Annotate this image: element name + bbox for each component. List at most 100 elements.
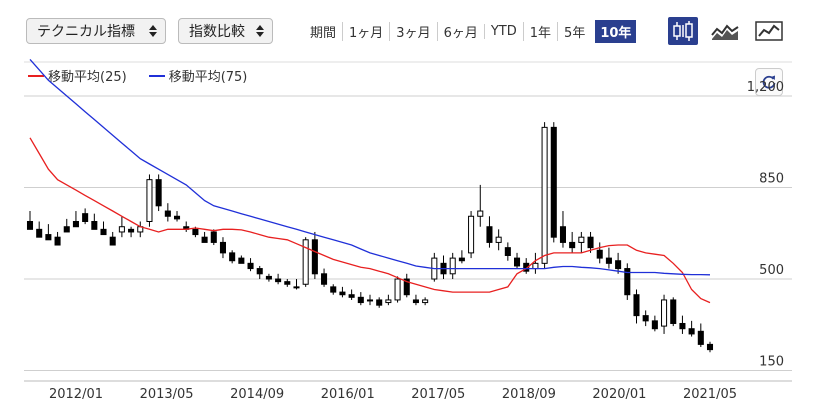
candle-body — [54, 236, 61, 246]
y-tick-label: 850 — [759, 172, 784, 187]
candle-body — [458, 257, 465, 262]
candle-body — [651, 320, 658, 330]
x-tick-label: 2014/09 — [230, 387, 284, 402]
period-1y[interactable]: 1年 — [522, 21, 557, 41]
candle-body — [256, 268, 263, 275]
y-tick-label: 1,200 — [747, 80, 784, 95]
period-ytd[interactable]: YTD — [483, 23, 523, 39]
candle-body — [468, 215, 475, 254]
candle-body — [63, 226, 70, 233]
candle-body — [330, 286, 337, 293]
candle-body — [559, 226, 566, 243]
candle-body — [422, 299, 429, 304]
candle-body — [661, 299, 668, 327]
period-selector: 期間 1ヶ月 3ヶ月 6ヶ月 YTD 1年 5年 10年 — [306, 19, 637, 43]
candle-body — [477, 210, 484, 217]
candle-body — [174, 215, 181, 220]
candle-body — [339, 291, 346, 296]
legend-label-ma25: 移動平均(25) — [48, 70, 127, 85]
x-tick-label: 2013/05 — [140, 387, 194, 402]
area-chart-icon[interactable] — [710, 17, 740, 45]
candle-body — [192, 228, 199, 236]
candle-body — [118, 226, 125, 233]
candle-body — [532, 262, 539, 270]
line-chart-icon[interactable] — [754, 17, 784, 45]
ma25-line — [29, 137, 711, 304]
compare-select[interactable]: 指数比較 — [178, 18, 273, 44]
candle-body — [385, 299, 392, 304]
candle-body — [550, 126, 557, 238]
candle-body — [265, 275, 272, 280]
legend-swatch-ma75 — [148, 74, 165, 77]
x-tick-label: 2018/09 — [502, 387, 556, 402]
x-tick-label: 2012/01 — [49, 387, 103, 402]
candle-body — [100, 228, 107, 236]
legend-label-ma75: 移動平均(75) — [168, 70, 248, 85]
candle-body — [146, 179, 153, 223]
candle-body — [293, 286, 300, 289]
period-10y[interactable]: 10年 — [595, 19, 637, 43]
candle-body — [615, 260, 622, 270]
candle-body — [128, 228, 135, 233]
candle-body — [486, 226, 493, 243]
select-arrows-icon — [256, 25, 264, 37]
indicator-select-label: テクニカル指標 — [37, 24, 135, 40]
x-tick-label: 2017/05 — [411, 387, 465, 402]
period-3m[interactable]: 3ヶ月 — [389, 21, 436, 41]
candle-body — [229, 252, 236, 262]
candle-body — [302, 239, 309, 285]
candle-body — [26, 221, 34, 230]
indicator-select[interactable]: テクニカル指標 — [26, 18, 166, 44]
ma75-line — [29, 58, 711, 276]
candle-body — [238, 257, 245, 264]
candle-body — [155, 179, 162, 207]
x-tick-label: 2020/01 — [592, 387, 646, 402]
candle-body — [210, 231, 217, 243]
candle-body — [541, 126, 548, 264]
candle-body — [109, 236, 116, 246]
candle-body — [670, 299, 677, 324]
y-tick-label: 500 — [759, 263, 784, 278]
candle-body — [403, 278, 410, 296]
period-6m[interactable]: 6ヶ月 — [436, 21, 484, 41]
candle-body — [706, 343, 714, 351]
candle-body — [495, 236, 502, 243]
chart-legend: 移動平均(25) 移動平均(75) — [28, 66, 269, 85]
period-5y[interactable]: 5年 — [557, 21, 591, 41]
x-tick-label: 2021/05 — [683, 387, 737, 402]
refresh-icon — [762, 75, 776, 89]
candle-body — [72, 221, 79, 228]
period-1m[interactable]: 1ヶ月 — [342, 21, 389, 41]
candle-body — [357, 296, 364, 304]
candle-body — [247, 262, 254, 270]
candle-body — [201, 236, 208, 243]
x-tick-label: 2016/01 — [321, 387, 375, 402]
legend-item-ma25: 移動平均(25) — [28, 66, 127, 85]
candlestick-chart-icon[interactable] — [668, 17, 698, 45]
select-arrows-icon — [149, 25, 157, 37]
period-label: 期間 — [310, 25, 337, 41]
candle-body — [348, 294, 355, 298]
candle-body — [679, 322, 686, 330]
candle-body — [633, 294, 640, 317]
candle-body — [91, 221, 98, 230]
candle-body — [504, 247, 511, 256]
candle-body — [412, 299, 419, 304]
candle-body — [688, 328, 695, 335]
candle-body — [578, 236, 585, 243]
candle-body — [697, 330, 704, 345]
y-tick-label: 150 — [759, 355, 784, 370]
candle-body — [82, 213, 89, 222]
candle-body — [219, 241, 227, 254]
candle-body — [311, 239, 318, 275]
candle-body — [449, 257, 456, 275]
candle-body — [284, 281, 291, 285]
candle-body — [45, 234, 52, 241]
legend-swatch-ma25 — [28, 74, 44, 77]
candle-body — [394, 278, 401, 301]
candle-body — [642, 315, 649, 322]
legend-item-ma75: 移動平均(75) — [148, 66, 248, 85]
candle-body — [36, 228, 43, 238]
candle-body — [569, 241, 576, 249]
